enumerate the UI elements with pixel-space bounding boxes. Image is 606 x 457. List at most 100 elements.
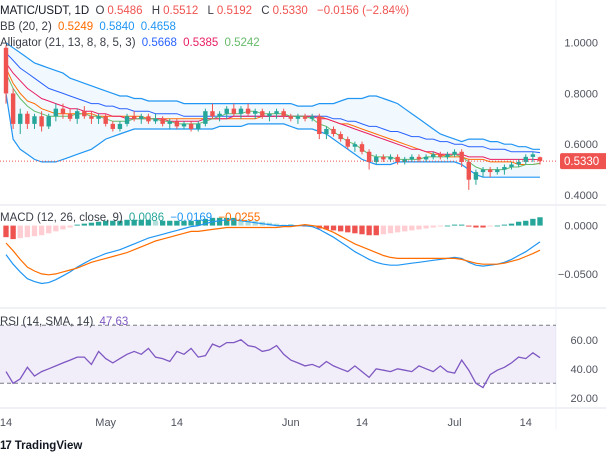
candle-body bbox=[18, 113, 23, 124]
candle-body bbox=[231, 108, 237, 114]
macd-histogram-bar bbox=[402, 225, 408, 232]
rsi-line bbox=[5, 339, 541, 389]
candle-body bbox=[487, 169, 493, 173]
macd-histogram-bar bbox=[380, 225, 387, 235]
macd-histogram-bar bbox=[74, 224, 80, 226]
bb-legend[interactable]: BB (20, 2) 0.5249 0.5840 0.4658 bbox=[0, 20, 179, 34]
candle-body bbox=[196, 123, 201, 129]
macd-histogram-bar bbox=[387, 225, 394, 234]
macd-histogram-bar bbox=[352, 225, 358, 234]
macd-histogram-bar bbox=[131, 219, 137, 226]
rsi-value: 47.63 bbox=[99, 316, 129, 328]
candle-body bbox=[359, 144, 365, 152]
symbol-title[interactable]: MATIC/USDT, 1D bbox=[0, 5, 90, 17]
macd-histogram-bar bbox=[359, 225, 365, 235]
macd-histogram-bar bbox=[337, 225, 344, 232]
macd-histogram-bar bbox=[430, 225, 436, 228]
rsi-legend[interactable]: RSI (14, SMA, 14) 47.63 bbox=[0, 315, 131, 329]
macd-histogram-bar bbox=[409, 225, 415, 231]
macd-pane[interactable] bbox=[3, 217, 543, 285]
candle-body bbox=[89, 116, 94, 119]
time-axis-label: 14 bbox=[171, 417, 183, 429]
candle-body bbox=[402, 159, 407, 162]
high-value: 0.5512 bbox=[163, 5, 199, 17]
candle-body bbox=[288, 116, 294, 119]
macd-histogram-bar bbox=[24, 225, 31, 238]
rsi-band-fill bbox=[0, 325, 556, 384]
rsi-label[interactable]: RSI (14, SMA, 14) bbox=[0, 316, 94, 328]
candle-body bbox=[281, 111, 286, 117]
candle-body bbox=[466, 161, 472, 180]
candle-body bbox=[110, 123, 116, 129]
time-axis-label: 14 bbox=[0, 417, 12, 429]
candle-body bbox=[438, 154, 443, 157]
macd-histogram bbox=[3, 217, 543, 240]
candle-body bbox=[252, 111, 258, 114]
macd-histogram-bar bbox=[501, 224, 508, 226]
macd-histogram-bar bbox=[537, 217, 543, 226]
macd-histogram-bar bbox=[231, 217, 237, 226]
candle-body bbox=[537, 157, 543, 162]
macd-histogram-bar bbox=[138, 219, 144, 226]
candle-body bbox=[331, 128, 336, 135]
symbol-legend[interactable]: MATIC/USDT, 1D O 0.5486 H 0.5512 L 0.5192 C… bbox=[0, 5, 410, 17]
alligator-label[interactable]: Alligator (21, 13, 8, 8, 5, 3) bbox=[0, 37, 136, 49]
macd-histogram-bar bbox=[188, 220, 194, 226]
candle-body bbox=[302, 116, 308, 119]
candle-body bbox=[430, 154, 436, 157]
macd-histogram-bar bbox=[245, 219, 251, 226]
macd-histogram-bar bbox=[423, 225, 429, 229]
price-axis-label: 20.00 bbox=[570, 393, 598, 405]
candle-body bbox=[388, 156, 393, 160]
macd-legend[interactable]: MACD (12, 26, close, 9) 0.0086 −0.0169 −… bbox=[0, 211, 263, 225]
candle-body bbox=[224, 108, 229, 114]
candle-body bbox=[345, 139, 350, 147]
candle-body bbox=[160, 118, 165, 124]
macd-histogram-bar bbox=[459, 224, 465, 226]
price-axis[interactable]: 1.0000 0.8000 0.6000 0.4000 0.0000 −0.0500 60.… bbox=[558, 38, 598, 405]
macd-histogram-bar bbox=[323, 225, 330, 230]
macd-hist-value: 0.0086 bbox=[128, 212, 165, 224]
candle-body bbox=[480, 169, 486, 173]
price-axis-label: 0.0000 bbox=[564, 221, 598, 233]
bb-label[interactable]: BB (20, 2) bbox=[0, 21, 52, 33]
time-axis[interactable]: 14 May 14 Jun 14 Jul 14 bbox=[0, 417, 532, 429]
macd-histogram-bar bbox=[345, 225, 351, 233]
candle-body bbox=[146, 116, 151, 122]
candle-body bbox=[67, 113, 73, 119]
candle-body bbox=[245, 108, 251, 114]
macd-histogram-bar bbox=[466, 225, 472, 227]
macd-histogram-bar bbox=[88, 222, 95, 226]
rsi-pane[interactable] bbox=[0, 324, 556, 389]
candle-body bbox=[409, 156, 415, 160]
macd-histogram-bar bbox=[202, 218, 209, 226]
bb-lower-value: 0.4658 bbox=[140, 21, 176, 33]
macd-histogram-bar bbox=[67, 225, 73, 228]
alligator-legend[interactable]: Alligator (21, 13, 8, 8, 5, 3) 0.5668 0.… bbox=[0, 36, 263, 50]
grid-lines bbox=[0, 0, 606, 430]
macd-histogram-bar bbox=[487, 225, 493, 227]
candle-body bbox=[25, 113, 30, 124]
candle-body bbox=[267, 113, 272, 117]
price-pane[interactable] bbox=[0, 42, 556, 190]
macd-label[interactable]: MACD (12, 26, close, 9) bbox=[0, 212, 123, 224]
macd-histogram-bar bbox=[117, 220, 123, 226]
candle-body bbox=[39, 116, 44, 127]
alligator-jaw-value: 0.5668 bbox=[141, 37, 177, 49]
macd-histogram-bar bbox=[53, 225, 59, 232]
candle-body bbox=[495, 169, 500, 173]
macd-histogram-bar bbox=[95, 221, 102, 226]
macd-histogram-bar bbox=[46, 225, 52, 234]
macd-histogram-bar bbox=[330, 225, 337, 231]
macd-histogram-bar bbox=[444, 225, 451, 227]
candle-body bbox=[3, 47, 9, 94]
macd-histogram-bar bbox=[224, 217, 230, 226]
candle-body bbox=[124, 116, 130, 124]
macd-histogram-bar bbox=[366, 225, 372, 236]
alligator-teeth-line bbox=[5, 62, 541, 161]
macd-line-value: −0.0169 bbox=[170, 212, 213, 224]
tradingview-branding[interactable]: 17 TradingView bbox=[0, 440, 82, 452]
macd-histogram-bar bbox=[167, 220, 173, 226]
macd-histogram-bar bbox=[10, 225, 16, 240]
